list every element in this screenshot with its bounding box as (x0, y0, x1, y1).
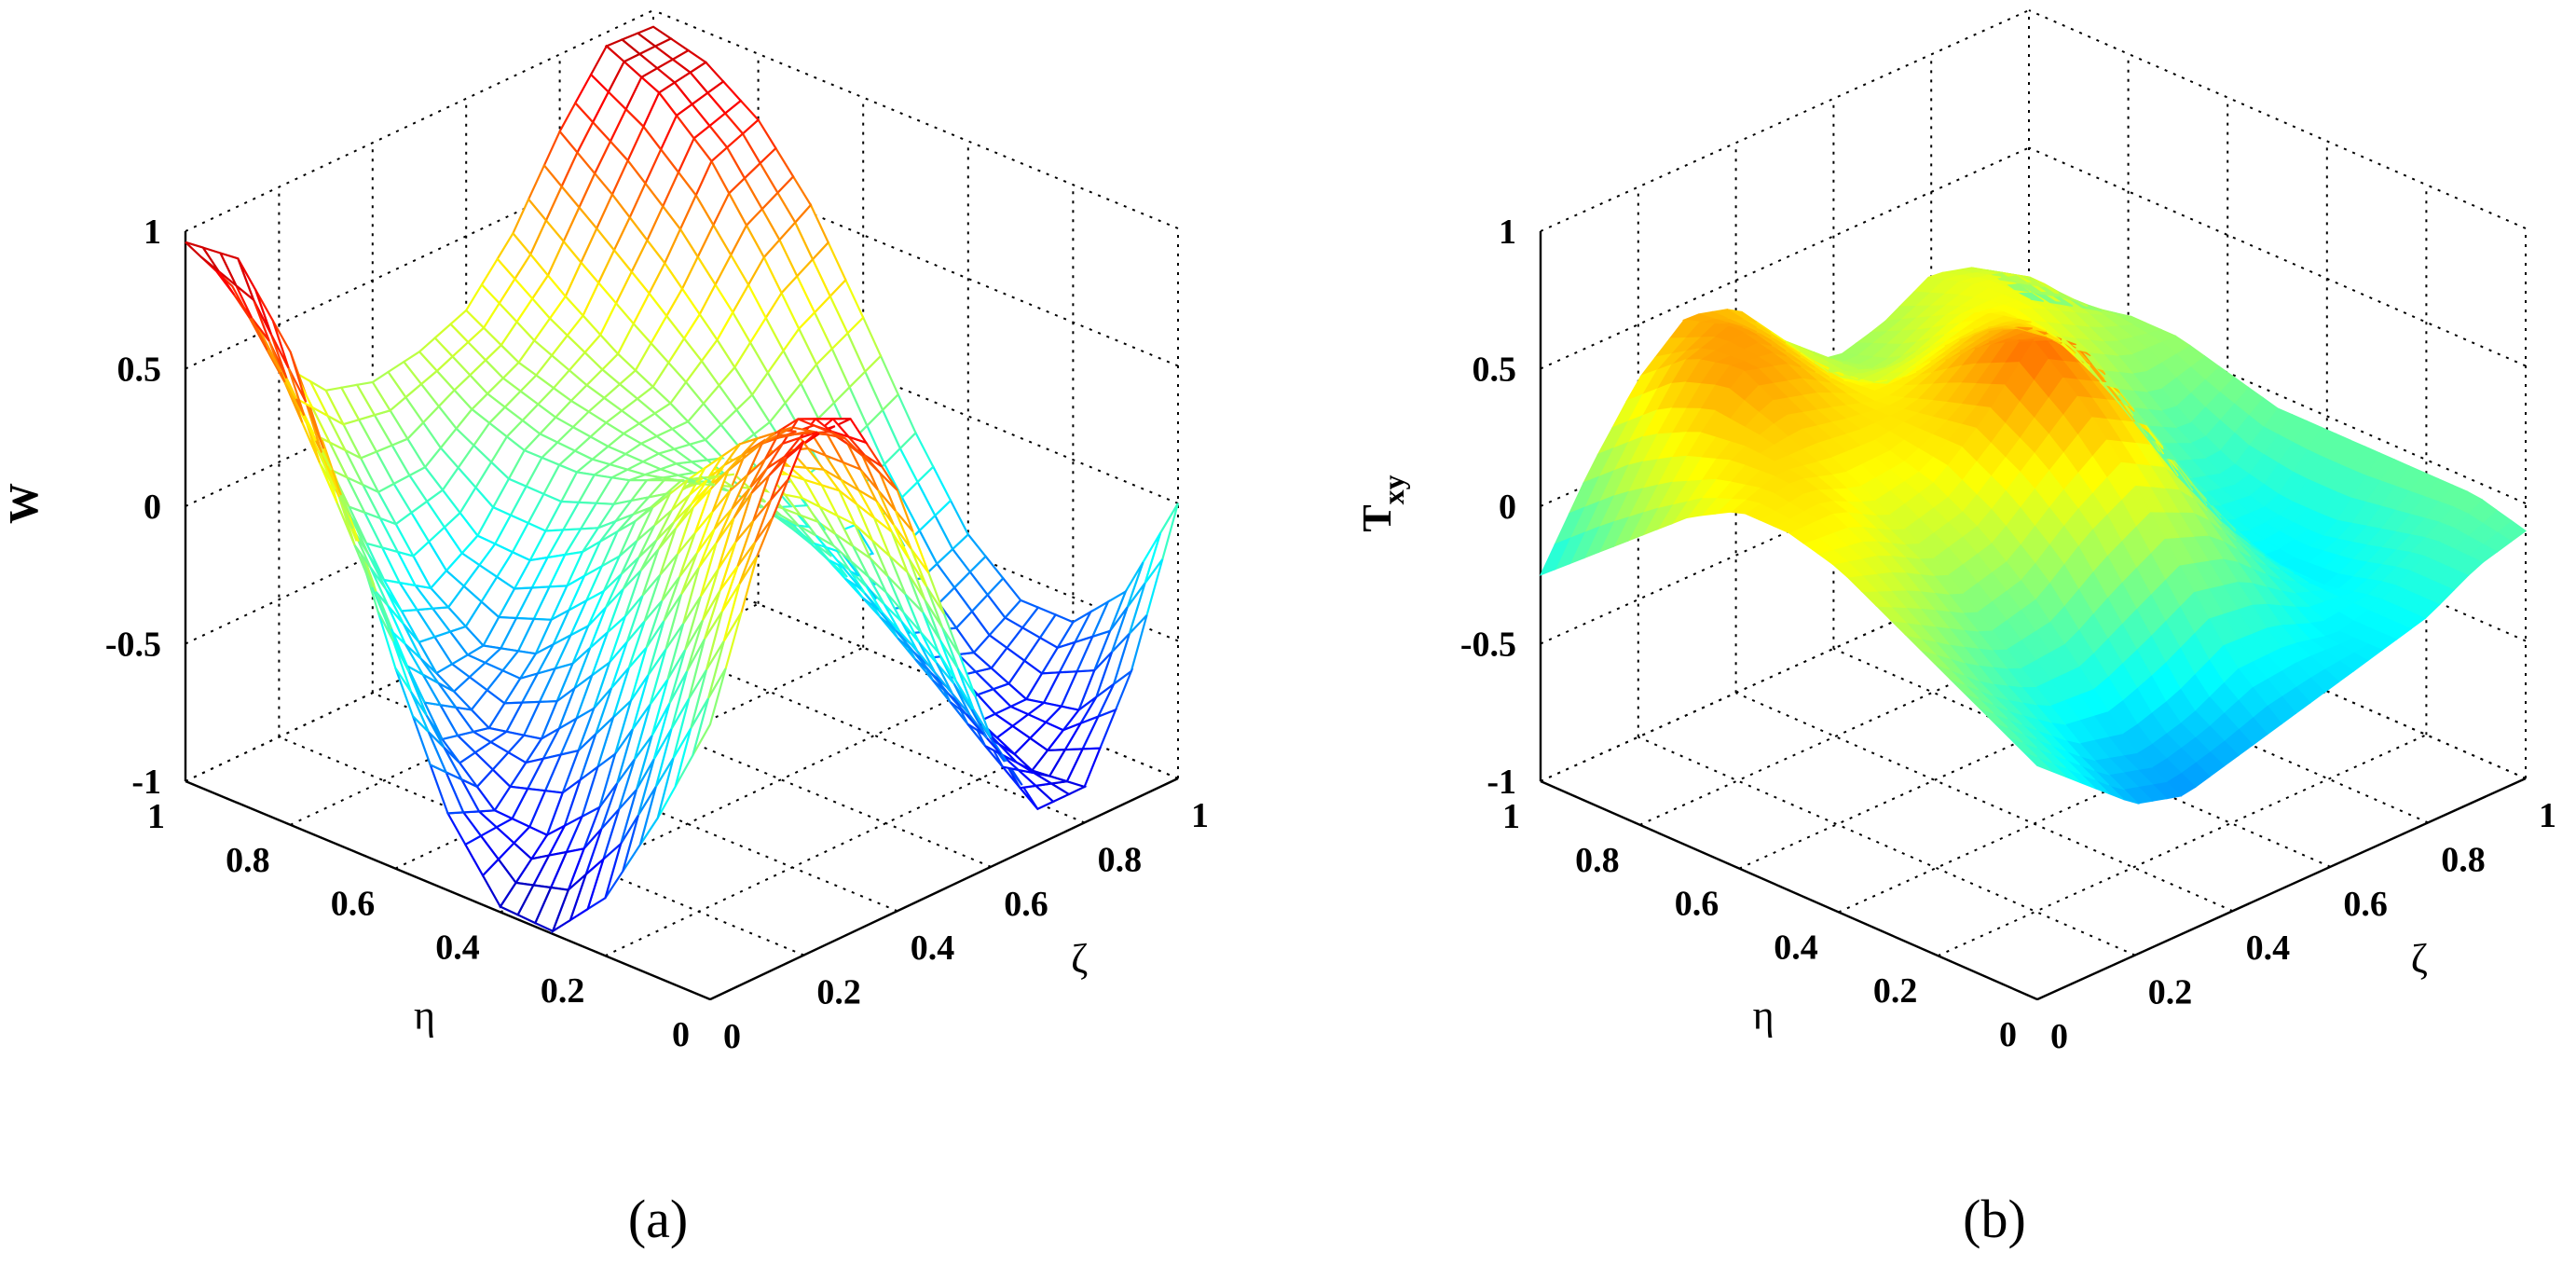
zeta-axis-line (2036, 777, 2527, 1001)
z-tick-label: -0.5 (1460, 626, 1516, 665)
surface (1539, 267, 2528, 805)
mesh-cell (1144, 502, 1180, 585)
z-tick-label: 0 (1499, 488, 1516, 527)
wall-gridline (652, 9, 1179, 229)
panel-caption: (a) (628, 1189, 688, 1249)
floor-gridline (372, 692, 898, 913)
zeta-tick-label: 0.8 (1098, 840, 1143, 879)
eta-axis-label: η (414, 993, 435, 1039)
z-tick-label: 1 (144, 213, 161, 252)
eta-tick-label: 0.2 (541, 971, 585, 1011)
zeta-tick-label: 0 (2050, 1017, 2068, 1056)
zeta-tick-label: 0.2 (2148, 973, 2193, 1012)
z-tick-label: -1 (1487, 763, 1516, 802)
eta-tick-label: 0.4 (1774, 928, 1818, 967)
floor-gridline (279, 736, 804, 956)
floor-gridline (1735, 692, 2234, 913)
zeta-tick-label: 0.8 (2441, 840, 2486, 879)
eta-tick-label: 0 (1999, 1015, 2017, 1054)
floor-gridline (465, 647, 992, 868)
wall-gridline (652, 421, 1179, 642)
eta-tick-label: 0.2 (1873, 971, 1918, 1011)
zeta-tick-label: 0.6 (2343, 885, 2388, 924)
eta-tick-label: 0.6 (1675, 885, 1720, 924)
z-tick-label: 0 (144, 488, 161, 527)
floor-gridline (559, 603, 1085, 824)
zeta-axis-label: ζ (2411, 936, 2428, 982)
z-tick-label: 0.5 (117, 351, 162, 390)
eta-tick-label: 0.4 (435, 928, 480, 967)
floor-gridline (1637, 736, 2136, 956)
z-tick-label: 0.5 (1473, 351, 1517, 390)
zeta-tick-label: 0.4 (911, 929, 955, 968)
eta-tick-label: 0.6 (331, 885, 376, 924)
z-tick-label: -1 (131, 763, 161, 802)
z-axis-label: W (1, 483, 47, 524)
wall-gridline (652, 284, 1179, 504)
zeta-tick-label: 1 (2539, 796, 2556, 835)
zeta-tick-label: 0.4 (2246, 929, 2291, 968)
wall-gridline (1540, 9, 2030, 232)
eta-tick-label: 0.8 (1575, 841, 1620, 880)
eta-tick-label: 0.8 (226, 841, 270, 880)
zeta-axis-line (709, 777, 1179, 1001)
eta-tick-label: 1 (1502, 797, 1520, 836)
z-tick-label: 1 (1499, 213, 1516, 252)
panel-caption: (b) (1963, 1189, 2026, 1249)
zeta-tick-label: 0.2 (816, 973, 861, 1012)
wall-gridline (2028, 284, 2527, 504)
eta-axis-line (1540, 779, 2038, 1001)
z-tick-label: -0.5 (105, 626, 161, 665)
eta-axis-label: η (1753, 993, 1774, 1039)
wall-gridline (652, 146, 1179, 367)
wall-gridline (185, 9, 654, 232)
surface (185, 25, 1180, 934)
z-axis-label: Txy (1354, 475, 1410, 531)
mesh-cell (185, 241, 220, 272)
surface-patch (1539, 537, 1571, 576)
eta-tick-label: 0 (672, 1015, 690, 1054)
zeta-tick-label: 0.6 (1004, 885, 1048, 924)
zeta-tick-label: 1 (1191, 796, 1209, 835)
panel-a-surface-plot: -1 -0.5 0 0.5 1 0 0.2 0.4 0.6 0.8 1 0 0.2 0.4 0.6 0.8 1 η… (1, 9, 1209, 1249)
eta-tick-label: 1 (147, 797, 165, 836)
floor-gridline (604, 734, 1074, 957)
wall-gridline (2028, 146, 2527, 367)
wall-gridline (2028, 9, 2527, 229)
eta-axis-line (185, 779, 711, 1001)
zeta-axis-label: ζ (1071, 936, 1088, 982)
panel-b-surface-plot: -1 -0.5 0 0.5 1 0 0.2 0.4 0.6 0.8 1 0 0.2 0.4 0.6 0.8 1 η… (1354, 9, 2556, 1249)
zeta-tick-label: 0 (723, 1017, 741, 1056)
